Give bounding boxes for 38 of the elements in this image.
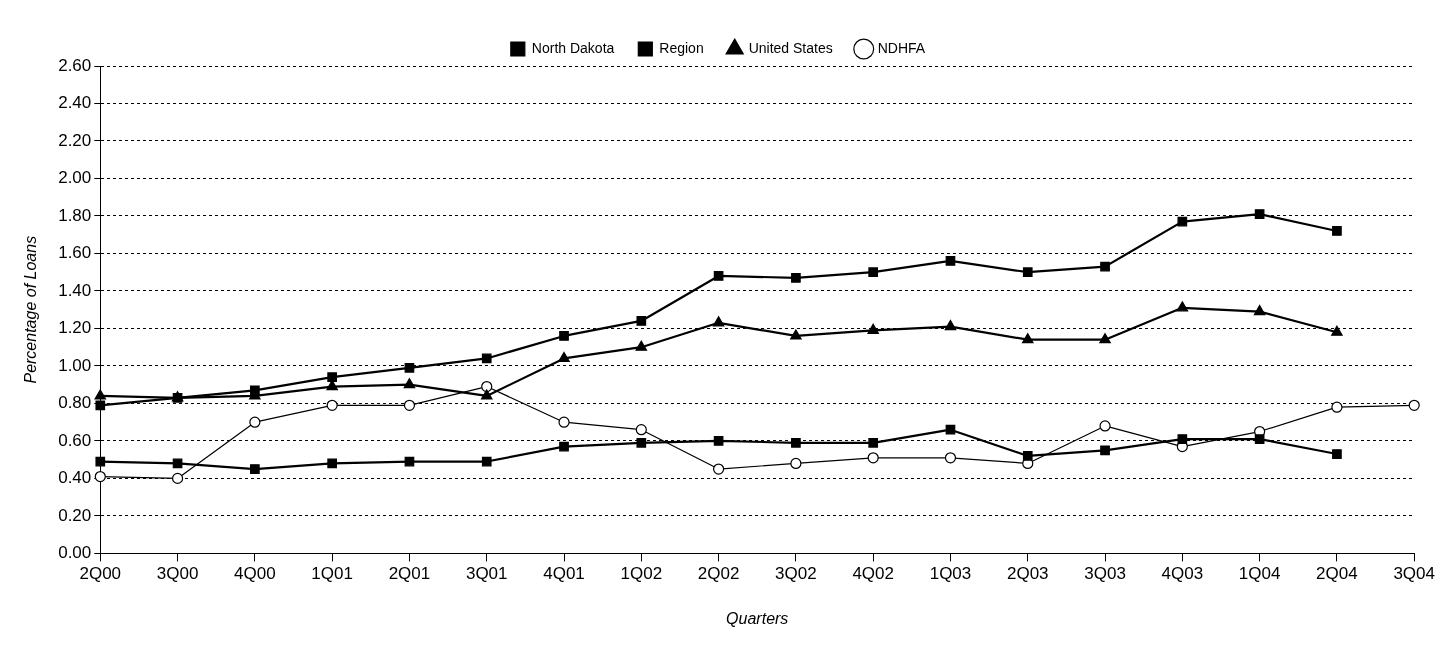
y-tick-label: 0.40: [58, 468, 92, 488]
y-tick-label: 2.00: [58, 168, 92, 188]
y-tick-label: 0.20: [58, 505, 92, 525]
x-tick-label: 3Q04: [1393, 564, 1435, 584]
y-tick-label: 0.60: [58, 430, 92, 450]
x-tick-label: 3Q03: [1084, 564, 1126, 584]
x-tick-label: 3Q02: [775, 564, 817, 584]
x-tick-label: 4Q03: [1161, 564, 1204, 584]
y-tick-label: 1.20: [58, 318, 92, 338]
y-tick-label: 2.20: [58, 130, 92, 150]
y-tick-label: 2.40: [58, 93, 92, 113]
x-axis-title: Quarters: [726, 609, 789, 627]
y-tick-label: 1.80: [58, 205, 92, 225]
y-tick-label: 0.80: [58, 393, 92, 413]
x-tick-label: 2Q01: [388, 564, 431, 584]
x-tick-label: 2Q00: [79, 564, 122, 584]
x-tick-label: 4Q01: [543, 564, 585, 584]
x-tick-label: 1Q01: [311, 564, 353, 584]
x-tick-label: 1Q04: [1238, 564, 1281, 584]
x-tick-label: 2Q04: [1316, 564, 1358, 584]
legend-label: Region: [659, 39, 704, 56]
x-tick-label: 3Q01: [465, 564, 508, 584]
legend-label: North Dakota: [531, 39, 615, 56]
x-tick-label: 3Q00: [156, 564, 199, 584]
legend-label: United States: [748, 39, 833, 56]
y-tick-label: 1.40: [58, 280, 92, 300]
legend-label: NDHFA: [877, 39, 926, 56]
x-tick-label: 1Q03: [929, 564, 972, 584]
y-tick-label: 0.00: [58, 543, 92, 563]
y-tick-label: 2.60: [58, 55, 92, 75]
x-tick-label: 1Q02: [620, 564, 663, 584]
y-axis-title: Percentage of Loans: [22, 235, 40, 384]
x-tick-label: 4Q00: [234, 564, 276, 584]
x-tick-label: 2Q02: [697, 564, 740, 584]
y-tick-label: 1.60: [58, 243, 92, 263]
x-tick-label: 2Q03: [1006, 564, 1049, 584]
x-tick-label: 4Q02: [852, 564, 894, 584]
y-tick-label: 1.00: [58, 355, 92, 375]
